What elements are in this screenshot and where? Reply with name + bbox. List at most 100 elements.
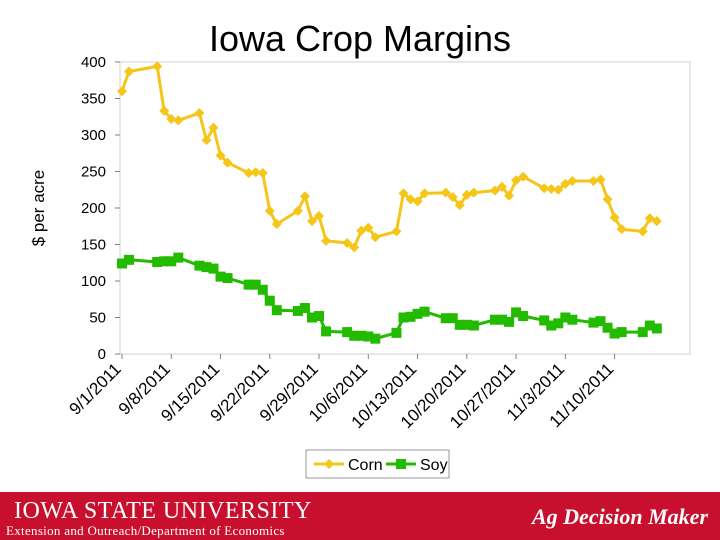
data-point-soy: [419, 306, 430, 317]
data-point-soy: [215, 271, 226, 282]
data-point-soy: [307, 312, 317, 323]
data-point-soy: [243, 279, 254, 290]
data-point-corn: [271, 219, 282, 230]
data-point-soy: [546, 320, 557, 331]
data-point-corn: [398, 188, 409, 199]
data-point-soy: [257, 284, 268, 295]
data-point-corn: [546, 184, 557, 195]
y-tick-label: 400: [81, 54, 106, 71]
data-point-corn: [419, 188, 430, 199]
data-point-corn: [257, 167, 268, 178]
footer-banner: IOWA STATE UNIVERSITY Extension and Outr…: [0, 492, 720, 540]
data-point-soy: [314, 311, 325, 322]
data-point-corn: [159, 105, 170, 116]
data-point-corn: [208, 122, 219, 133]
data-point-soy: [321, 326, 332, 337]
y-tick-label: 250: [81, 164, 106, 181]
data-point-soy: [370, 333, 381, 344]
data-point-soy: [595, 316, 606, 327]
data-point-corn: [222, 157, 233, 168]
y-tick-label: 50: [89, 310, 106, 327]
data-point-corn: [194, 108, 205, 119]
data-point-soy: [363, 331, 374, 342]
data-point-soy: [271, 305, 282, 316]
data-point-soy: [398, 312, 409, 323]
data-point-corn: [124, 66, 135, 77]
legend-label-soy: Soy: [420, 457, 448, 474]
y-axis-label: $ per acre: [29, 170, 48, 247]
data-point-corn: [588, 175, 599, 186]
data-point-soy: [250, 279, 261, 290]
data-point-soy: [159, 256, 170, 267]
data-point-corn: [454, 200, 465, 211]
data-point-corn: [497, 181, 507, 192]
data-point-corn: [539, 183, 550, 194]
institution-logo-text: IOWA STATE UNIVERSITY: [14, 498, 312, 524]
data-point-soy: [602, 322, 613, 333]
data-point-corn: [321, 235, 332, 246]
data-point-soy: [497, 314, 507, 325]
data-point-soy: [349, 330, 360, 341]
data-point-corn: [616, 224, 627, 235]
data-point-soy: [567, 314, 578, 325]
data-point-soy: [405, 311, 416, 322]
y-tick-label: 300: [81, 127, 106, 144]
y-axis: 0 50 100 150 200 250 300 350 400: [81, 54, 120, 363]
data-point-soy: [124, 254, 135, 265]
data-point-soy: [264, 295, 275, 306]
data-point-corn: [511, 175, 522, 186]
data-point-corn: [412, 196, 423, 207]
legend-marker-corn: [324, 459, 334, 469]
data-point-soy: [651, 323, 662, 334]
data-point-corn: [468, 187, 479, 198]
data-point-corn: [299, 191, 310, 202]
data-point-soy: [208, 263, 219, 274]
y-tick-label: 0: [98, 346, 106, 363]
data-point-soy: [201, 262, 212, 273]
data-point-soy: [152, 257, 163, 268]
chart-title: Iowa Crop Margins: [208, 18, 512, 59]
data-point-corn: [595, 174, 606, 185]
department-text: Extension and Outreach/Department of Eco…: [6, 523, 285, 538]
data-point-corn: [609, 212, 620, 223]
data-point-soy: [539, 315, 550, 326]
data-point-soy: [342, 327, 353, 338]
data-point-soy: [616, 327, 627, 338]
data-point-soy: [461, 319, 472, 330]
data-point-soy: [609, 328, 620, 339]
data-point-corn: [314, 211, 325, 222]
data-point-corn: [342, 238, 353, 249]
data-point-soy: [468, 320, 479, 331]
data-point-soy: [504, 316, 515, 327]
data-point-corn: [307, 216, 317, 227]
data-point-corn: [201, 135, 212, 146]
data-point-soy: [194, 260, 205, 271]
data-point-corn: [553, 184, 564, 195]
data-point-soy: [299, 303, 310, 314]
data-point-corn: [440, 187, 451, 198]
data-point-soy: [553, 318, 564, 329]
data-point-corn: [447, 192, 458, 203]
plot-area: [119, 61, 691, 355]
data-point-soy: [511, 307, 522, 318]
data-point-corn: [215, 150, 226, 161]
data-point-soy: [117, 258, 127, 269]
data-point-soy: [518, 311, 529, 322]
data-point-soy: [560, 312, 571, 323]
data-point-corn: [264, 205, 275, 216]
data-point-soy: [173, 252, 184, 263]
data-point-corn: [637, 226, 648, 237]
line-chart: 0 50 100 150 200 250 300 350 400 9/1/20119/8/201…: [29, 54, 691, 479]
x-tick-label: 9/1/2011: [65, 359, 124, 418]
data-point-corn: [370, 232, 381, 243]
data-point-corn: [250, 167, 261, 178]
data-point-corn: [489, 185, 500, 196]
data-point-soy: [489, 314, 500, 325]
data-point-corn: [602, 194, 613, 205]
data-point-soy: [637, 327, 648, 338]
data-point-corn: [173, 115, 184, 126]
legend: Corn Soy: [305, 449, 450, 479]
data-point-corn: [349, 242, 360, 253]
data-point-corn: [363, 222, 374, 233]
data-point-soy: [391, 327, 402, 338]
